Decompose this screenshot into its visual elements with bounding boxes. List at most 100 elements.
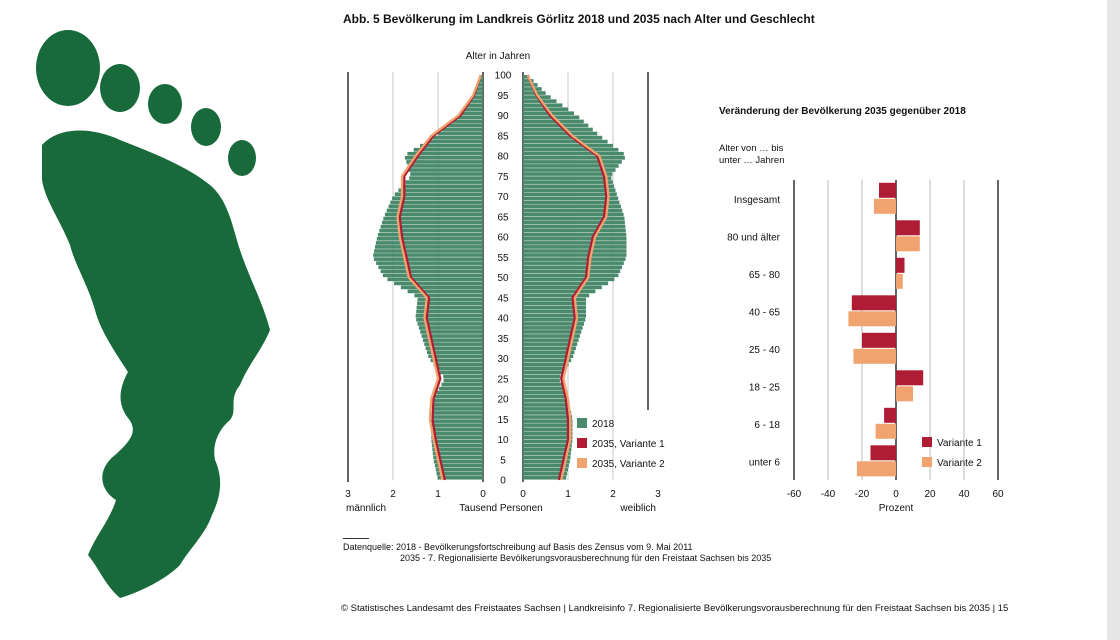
bar-2018-female-age-41 bbox=[523, 309, 586, 314]
bar-2018-male-age-34 bbox=[422, 338, 483, 342]
bar-2018-male-age-17 bbox=[432, 407, 483, 411]
bar-2018-male-age-74 bbox=[409, 176, 483, 180]
category-axis-label-line2: unter … Jahren bbox=[719, 155, 784, 166]
bar-2018-male-age-70 bbox=[394, 192, 483, 197]
bar-2018-male-age-30 bbox=[428, 354, 483, 359]
bar-2018-female-age-31 bbox=[523, 350, 575, 355]
bar-2018-female-age-73 bbox=[523, 180, 613, 184]
bar-2018-female-age-54 bbox=[523, 257, 626, 261]
bar-2018-female-age-22 bbox=[523, 386, 564, 391]
bar-2018-female-age-62 bbox=[523, 224, 626, 229]
logo-foot bbox=[42, 130, 270, 598]
bar-2018-female-age-33 bbox=[523, 342, 578, 346]
change-bar-variante-2-1 bbox=[873, 198, 896, 214]
bar-2018-female-age-39 bbox=[523, 318, 586, 322]
bar-2018-female-age-75 bbox=[523, 172, 613, 176]
bar-2018-male-age-4 bbox=[433, 459, 483, 464]
bar-2018-male-age-93 bbox=[469, 99, 483, 103]
logo-toe-3 bbox=[148, 84, 182, 124]
bar-2018-male-age-39 bbox=[416, 318, 483, 322]
x-tick-female-2: 2 bbox=[610, 489, 616, 500]
x-axis-label: Tausend Personen bbox=[459, 503, 542, 514]
category-label-3: 65 - 80 bbox=[749, 270, 781, 281]
change-chart-title: Veränderung der Bevölkerung 2035 gegenüb… bbox=[719, 106, 966, 117]
bar-2018-male-age-80 bbox=[407, 151, 483, 156]
bar-2018-male-age-26 bbox=[440, 370, 483, 375]
change-x-tick--40: -40 bbox=[821, 489, 836, 500]
bar-2018-female-age-65 bbox=[523, 212, 624, 217]
bar-2018-female-age-88 bbox=[523, 119, 584, 124]
bar-2018-female-age-46 bbox=[523, 289, 596, 294]
bar-2018-female-age-67 bbox=[523, 204, 621, 209]
change-x-tick-60: 60 bbox=[992, 489, 1004, 500]
legend-swatch-3 bbox=[577, 458, 587, 468]
bar-2018-male-age-63 bbox=[382, 220, 483, 225]
bar-2018-male-age-87 bbox=[447, 123, 483, 128]
change-x-tick--60: -60 bbox=[787, 489, 802, 500]
bar-2018-male-age-43 bbox=[417, 301, 483, 306]
change-legend-label-1: Variante 1 bbox=[937, 438, 982, 449]
bar-2018-male-age-16 bbox=[431, 411, 483, 415]
line-variante-1-female bbox=[526, 74, 608, 481]
bar-2018-male-age-68 bbox=[390, 200, 483, 205]
bar-2018-male-age-1 bbox=[436, 471, 483, 476]
bar-2018-male-age-48 bbox=[394, 281, 483, 286]
bar-2018-female-age-74 bbox=[523, 176, 612, 180]
change-bar-variante-2-6 bbox=[896, 386, 913, 402]
age-tick-5: 5 bbox=[500, 455, 506, 466]
bar-2018-male-age-55 bbox=[373, 253, 483, 257]
bar-2018-female-age-11 bbox=[523, 431, 573, 436]
bar-2018-female-age-26 bbox=[523, 370, 563, 375]
bar-2018-female-age-83 bbox=[523, 139, 608, 144]
bar-2018-male-age-46 bbox=[407, 289, 483, 294]
bar-2018-male-age-58 bbox=[375, 241, 483, 245]
bar-2018-female-age-77 bbox=[523, 164, 619, 168]
bar-2018-male-age-62 bbox=[380, 224, 483, 229]
age-tick-65: 65 bbox=[497, 212, 509, 223]
category-label-4: 40 - 65 bbox=[749, 307, 781, 318]
bar-2018-female-age-53 bbox=[523, 261, 624, 265]
bar-2018-female-age-57 bbox=[523, 245, 627, 249]
bar-2018-male-age-7 bbox=[432, 447, 483, 452]
change-bar-variante-1-1 bbox=[879, 182, 896, 198]
bar-2018-male-age-51 bbox=[380, 269, 483, 274]
change-bar-variante-1-7 bbox=[884, 407, 896, 423]
bar-2018-female-age-5 bbox=[523, 455, 571, 460]
bar-2018-female-age-14 bbox=[523, 419, 573, 423]
bar-2018-female-age-55 bbox=[523, 253, 627, 257]
bar-2018-female-age-85 bbox=[523, 131, 598, 136]
bar-2018-male-age-81 bbox=[413, 147, 483, 152]
source-line-2: 2035 - 7. Regionalisierte Bevölkerungsvo… bbox=[400, 553, 772, 563]
bar-2018-male-age-32 bbox=[425, 346, 483, 351]
bar-2018-female-age-71 bbox=[523, 188, 616, 193]
bar-2018-female-age-36 bbox=[523, 330, 582, 334]
bar-2018-male-age-41 bbox=[416, 309, 483, 314]
logo-toe-2 bbox=[100, 64, 140, 112]
bar-2018-male-age-90 bbox=[459, 111, 483, 116]
change-bar-variante-2-2 bbox=[896, 236, 920, 252]
category-axis-label-line1: Alter von … bis bbox=[719, 143, 784, 154]
category-label-6: 18 - 25 bbox=[749, 382, 781, 393]
source-line-1: Datenquelle: 2018 - Bevölkerungsfortschr… bbox=[343, 542, 693, 552]
bar-2018-male-age-38 bbox=[417, 322, 483, 326]
bar-2018-female-age-6 bbox=[523, 451, 571, 456]
category-label-8: unter 6 bbox=[749, 457, 781, 468]
line-variante-2-male bbox=[396, 74, 482, 481]
bar-2018-male-age-44 bbox=[417, 297, 483, 302]
bar-2018-male-age-14 bbox=[431, 419, 483, 423]
bar-2018-female-age-21 bbox=[523, 390, 566, 395]
bar-2018-female-age-28 bbox=[523, 362, 569, 367]
bar-2018-male-age-79 bbox=[404, 156, 483, 160]
age-axis-label: Alter in Jahren bbox=[466, 51, 530, 62]
change-bar-variante-1-4 bbox=[851, 295, 896, 311]
window-edge bbox=[1107, 0, 1120, 640]
bar-2018-female-age-97 bbox=[523, 83, 538, 87]
x-tick-male-1: 1 bbox=[435, 489, 441, 500]
bar-2018-female-age-47 bbox=[523, 285, 602, 290]
bar-2018-male-age-15 bbox=[431, 415, 483, 419]
bar-2018-female-age-59 bbox=[523, 237, 627, 241]
bar-2018-female-age-49 bbox=[523, 277, 615, 282]
change-bar-variante-2-8 bbox=[856, 461, 896, 477]
bar-2018-male-age-78 bbox=[406, 160, 483, 164]
